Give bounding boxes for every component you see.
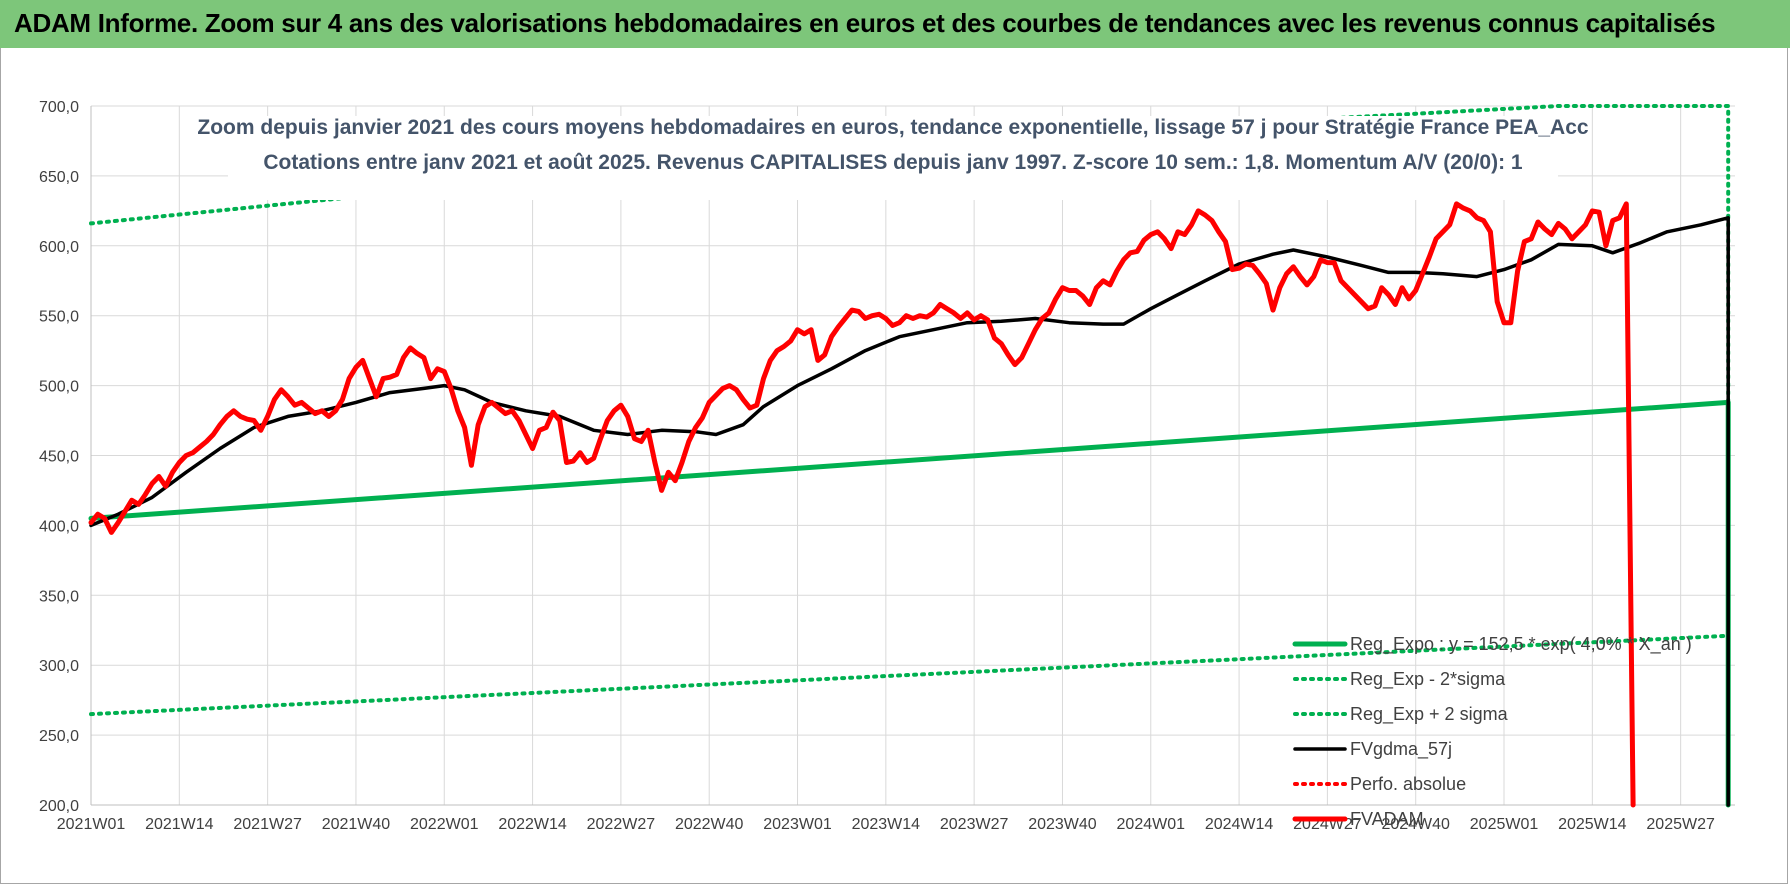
y-tick-label: 450,0	[39, 449, 79, 466]
gridlines	[90, 105, 1735, 806]
y-tick-label: 300,0	[39, 658, 79, 675]
x-tick-label: 2022W01	[410, 816, 479, 833]
x-tick-label: 2023W01	[763, 816, 832, 833]
header-bar: ADAM Informe. Zoom sur 4 ans des valoris…	[0, 0, 1790, 48]
x-tick-label: 2024W01	[1117, 816, 1186, 833]
legend-label: Reg_Expo : y = 152,5 * exp( 4,0% * X_an …	[1350, 634, 1692, 655]
y-tick-label: 500,0	[39, 379, 79, 396]
legend-label: Perfo. absolue	[1350, 774, 1466, 794]
x-tick-label: 2023W40	[1028, 816, 1097, 833]
x-tick-label: 2022W40	[675, 816, 744, 833]
legend-label: FVgdma_57j	[1350, 739, 1452, 760]
line-chart: 700,0 650,0 600,0 550,0 500,0 450,0 400,0 350,0…	[39, 99, 1735, 833]
y-tick-label: 400,0	[39, 518, 79, 535]
x-tick-label: 2025W01	[1470, 816, 1539, 833]
chart-subtitle: Cotations entre janv 2021 et août 2025. …	[263, 151, 1523, 174]
x-tick-label: 2024W14	[1205, 816, 1274, 833]
x-tick-label: 2025W14	[1558, 816, 1627, 833]
legend: Reg_Expo : y = 152,5 * exp( 4,0% * X_an …	[1292, 634, 1692, 829]
legend-label: Reg_Exp + 2 sigma	[1350, 704, 1509, 725]
series-line-fvadam	[88, 201, 1636, 808]
x-tick-label: 2021W01	[57, 816, 126, 833]
legend-label: Reg_Exp - 2*sigma	[1350, 669, 1506, 690]
series-lines	[88, 104, 1731, 808]
title-background	[228, 116, 1558, 200]
y-tick-label: 650,0	[39, 169, 79, 186]
series-line-fvgdma-57j	[89, 216, 1730, 807]
x-tick-label: 2023W27	[940, 816, 1009, 833]
x-tick-label: 2025W27	[1646, 816, 1715, 833]
y-axis-ticks: 700,0 650,0 600,0 550,0 500,0 450,0 400,0 350,0…	[39, 99, 79, 815]
x-tick-label: 2021W40	[322, 816, 391, 833]
y-tick-label: 200,0	[39, 798, 79, 815]
x-axis-ticks: 2021W01 2021W14 2021W27 2021W40 2022W01 2022W…	[57, 816, 1715, 833]
chart-frame	[0, 48, 1788, 884]
y-tick-label: 600,0	[39, 239, 79, 256]
page-title: ADAM Informe. Zoom sur 4 ans des valoris…	[14, 8, 1716, 38]
y-tick-label: 700,0	[39, 99, 79, 116]
legend-label: FVADAM	[1350, 809, 1424, 829]
series-line-reg-expo-y-152-5-exp-4-0-x-an	[88, 399, 1731, 808]
chart-title: Zoom depuis janvier 2021 des cours moyen…	[197, 116, 1588, 139]
x-tick-label: 2022W14	[498, 816, 567, 833]
x-tick-label: 2024W40	[1381, 816, 1450, 833]
y-tick-label: 250,0	[39, 728, 79, 745]
x-tick-label: 2023W14	[852, 816, 921, 833]
y-tick-label: 550,0	[39, 309, 79, 326]
x-tick-label: 2022W27	[587, 816, 656, 833]
x-tick-label: 2021W27	[233, 816, 302, 833]
x-tick-label: 2021W14	[145, 816, 214, 833]
y-tick-label: 350,0	[39, 588, 79, 605]
